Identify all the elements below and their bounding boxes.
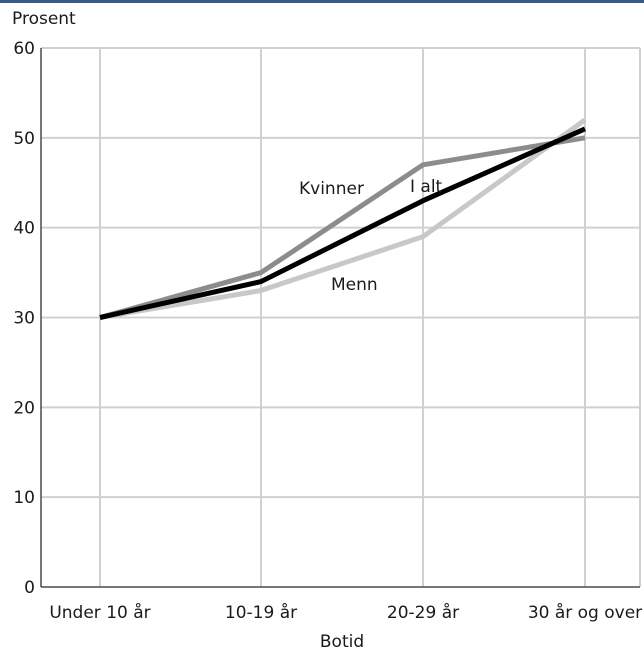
x-tick-label: 30 år og over	[528, 602, 642, 623]
y-tick-label: 60	[13, 39, 35, 59]
series-label-i-alt: I alt	[410, 177, 443, 197]
x-tick-label: Under 10 år	[49, 602, 150, 623]
y-tick-label: 50	[13, 129, 35, 149]
y-tick-label: 0	[24, 578, 35, 598]
series-label-kvinner: Kvinner	[299, 179, 364, 199]
x-axis-title: Botid	[320, 632, 364, 650]
y-tick-label: 10	[13, 488, 35, 508]
y-tick-label: 30	[13, 309, 35, 329]
grid	[41, 48, 640, 587]
y-axis-title: Prosent	[12, 9, 76, 29]
x-axis-ticks: Under 10 år 10-19 år 20-29 år 30 år og over	[49, 602, 642, 623]
y-tick-label: 40	[13, 219, 35, 239]
x-tick-label: 10-19 år	[225, 602, 297, 623]
y-axis-ticks: 0 10 20 30 40 50 60	[13, 39, 35, 598]
series-label-menn: Menn	[331, 275, 378, 295]
x-tick-label: 20-29 år	[387, 602, 459, 623]
y-tick-label: 20	[13, 398, 35, 418]
